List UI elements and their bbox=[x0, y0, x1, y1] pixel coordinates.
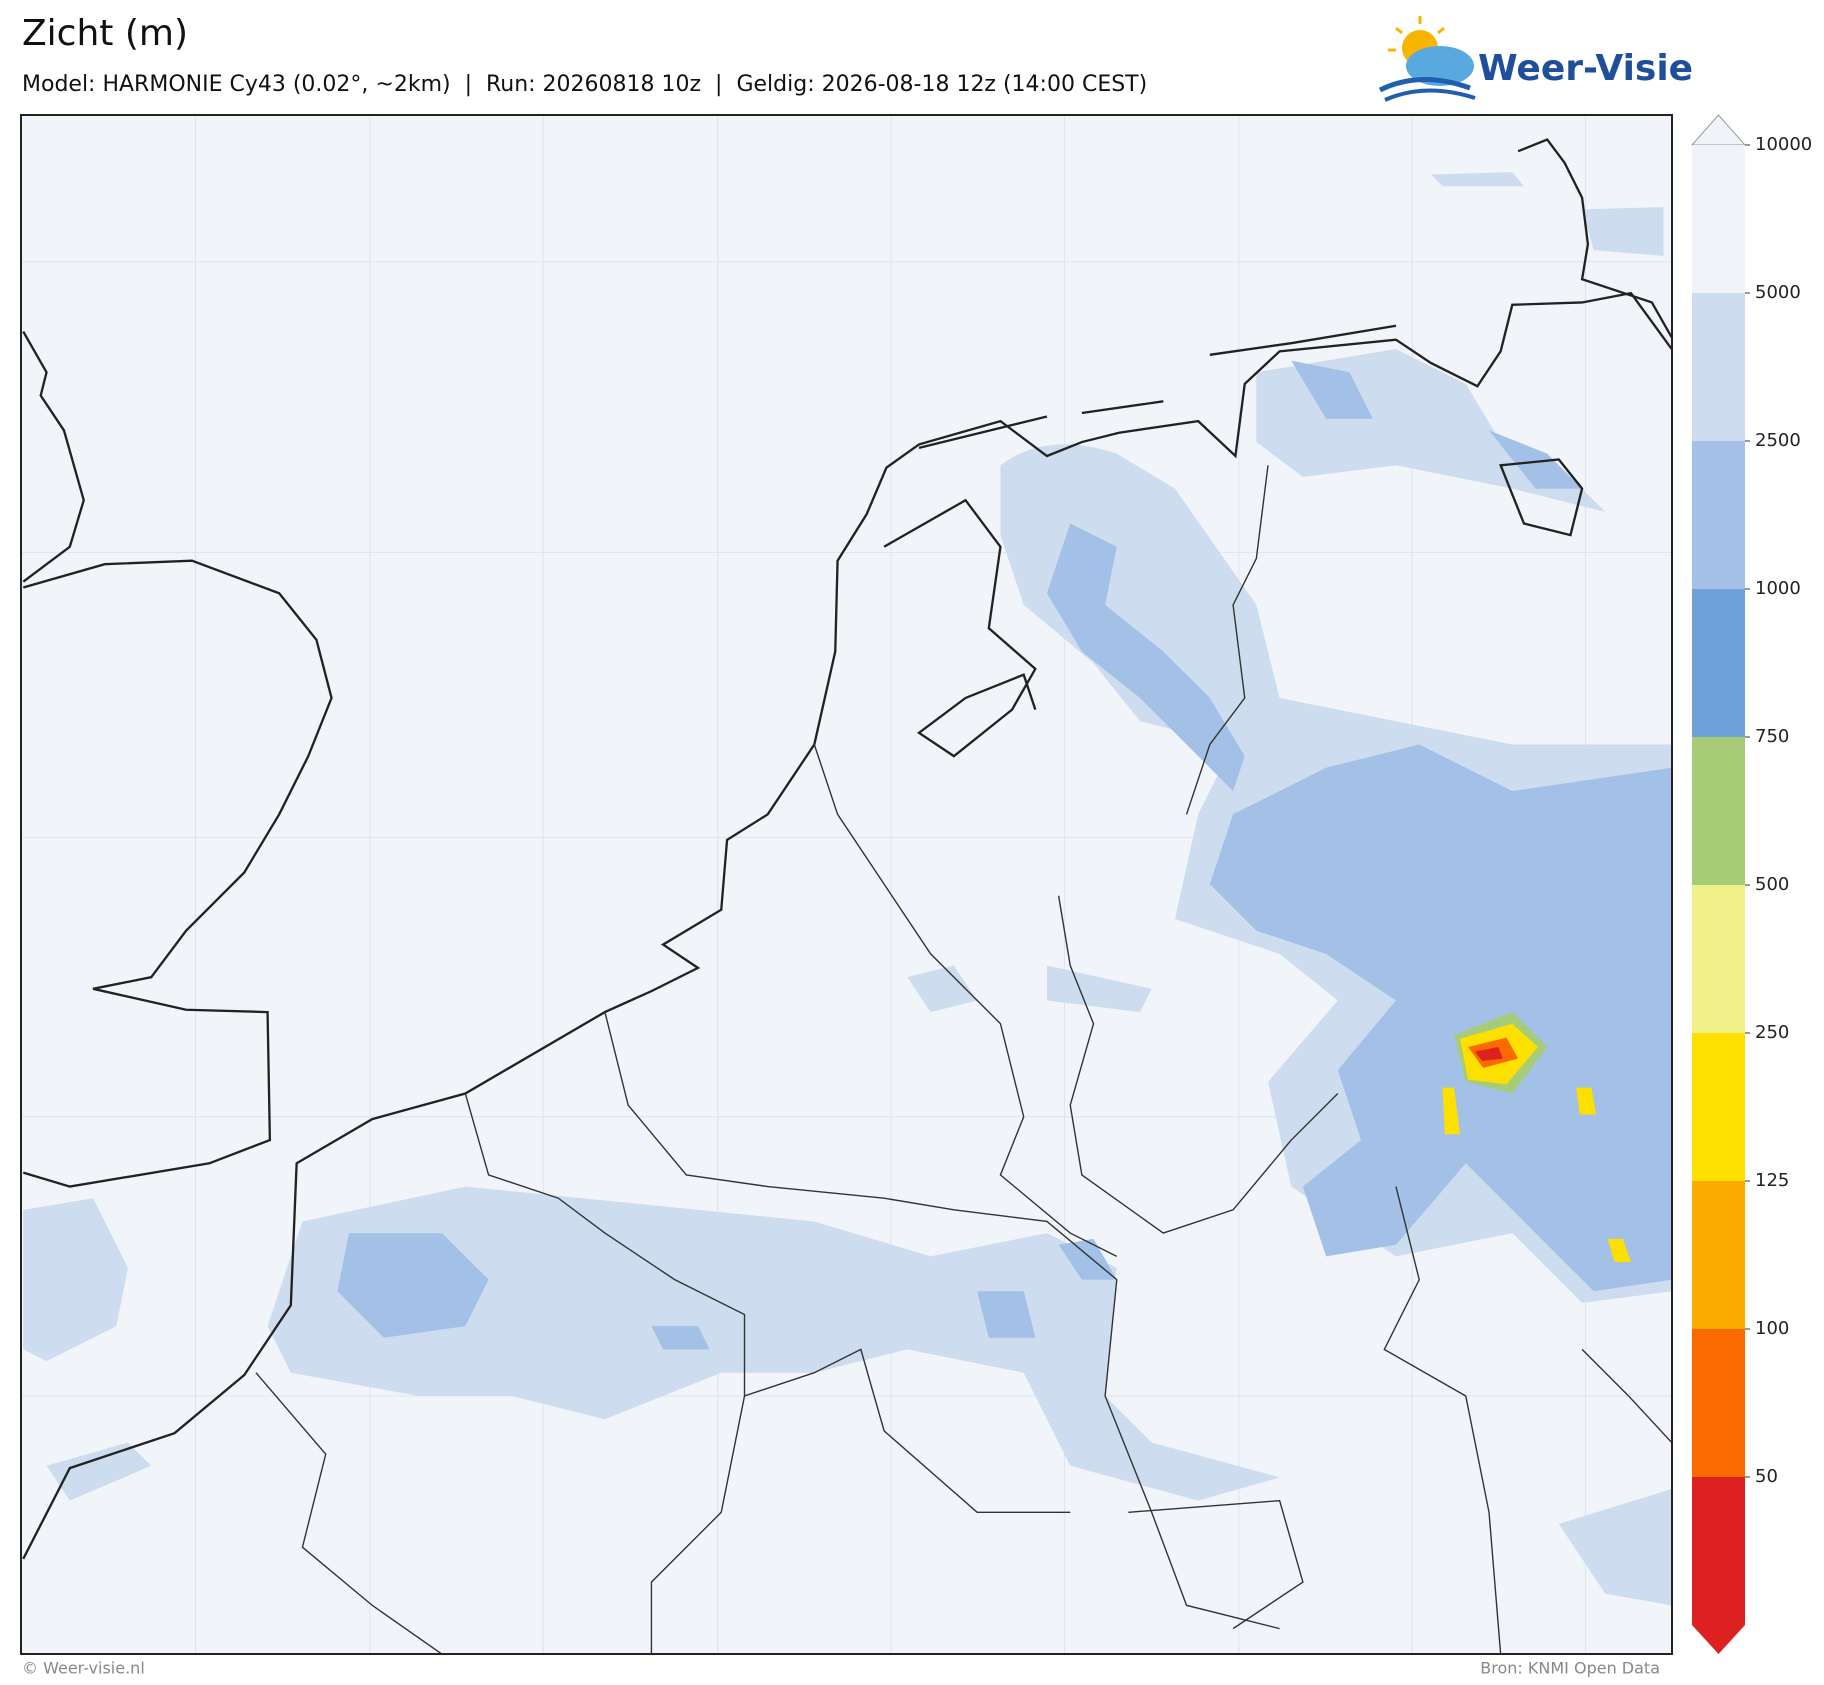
colorbar-tick-label: 5000 bbox=[1755, 282, 1801, 303]
footer-left: © Weer-visie.nl bbox=[22, 1659, 145, 1678]
colorbar-extend-top bbox=[1690, 114, 1747, 146]
colorbar-tick-label: 750 bbox=[1755, 726, 1789, 747]
colorbar-band bbox=[1692, 1181, 1745, 1329]
colorbar-band bbox=[1692, 1329, 1745, 1477]
colorbar-tick-label: 1000 bbox=[1755, 578, 1801, 599]
logo: Weer-Visie bbox=[1378, 16, 1693, 102]
colorbar-tick-label: 250 bbox=[1755, 1022, 1789, 1043]
colorbar-band bbox=[1692, 589, 1745, 737]
colorbar-tick-label: 500 bbox=[1755, 874, 1789, 895]
coastlines bbox=[22, 138, 1672, 1560]
colorbar-tick-label: 100 bbox=[1755, 1318, 1789, 1339]
colorbar-tick-label: 125 bbox=[1755, 1170, 1789, 1191]
colorbar-tick-label: 2500 bbox=[1755, 430, 1801, 451]
visibility-field bbox=[23, 172, 1672, 1606]
colorbar: 10000 5000 2500 1000 750 500 250 125 100 50 bbox=[1690, 114, 1812, 1654]
colorbar-band bbox=[1692, 885, 1745, 1033]
colorbar-band bbox=[1692, 1477, 1745, 1625]
colorbar-tick-label: 10000 bbox=[1755, 134, 1812, 155]
logo-text: Weer-Visie bbox=[1478, 48, 1693, 89]
map-frame bbox=[20, 114, 1673, 1655]
title: Zicht (m) bbox=[22, 13, 188, 54]
subtitle: Model: HARMONIE Cy43 (0.02°, ~2km) | Run… bbox=[22, 72, 1147, 97]
footer-right: Bron: KNMI Open Data bbox=[1480, 1659, 1660, 1678]
colorbar-extend-bottom bbox=[1692, 1625, 1745, 1654]
colorbar-band bbox=[1692, 737, 1745, 885]
colorbar-band bbox=[1692, 145, 1745, 293]
colorbar-band bbox=[1692, 1033, 1745, 1181]
colorbar-tick-label: 50 bbox=[1755, 1466, 1778, 1487]
colorbar-band bbox=[1692, 293, 1745, 441]
borders bbox=[255, 465, 1672, 1654]
map bbox=[21, 115, 1672, 1654]
colorbar-band bbox=[1692, 441, 1745, 589]
